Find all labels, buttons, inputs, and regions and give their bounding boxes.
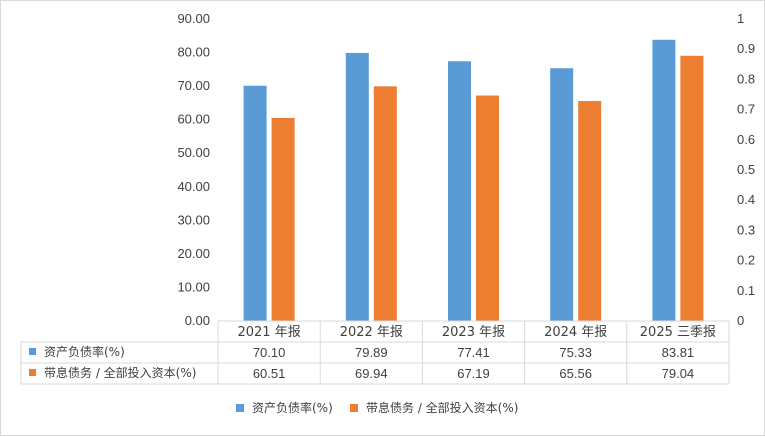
category-label: 2024 年报 xyxy=(544,325,607,340)
category-label: 2023 年报 xyxy=(442,325,505,340)
category-label: 2022 年报 xyxy=(340,325,403,340)
y2-axis-tick-label: 1 xyxy=(737,11,744,26)
data-label: 79.89 xyxy=(355,345,388,360)
table-row-label: 带息债务 / 全部投入资本(%) xyxy=(44,365,196,380)
bar-series-2 xyxy=(578,101,602,321)
bar-series-1 xyxy=(550,68,574,321)
table-legend-key xyxy=(29,369,36,376)
legend-swatch xyxy=(236,404,244,412)
bar-series-1 xyxy=(243,85,267,321)
y2-axis-tick-label: 0.8 xyxy=(737,71,755,86)
y2-axis-tick-label: 0.3 xyxy=(737,222,755,237)
y2-axis-tick-label: 0.7 xyxy=(737,102,755,117)
bar-series-2 xyxy=(271,117,295,322)
y-axis-tick-label: 50.00 xyxy=(177,145,210,160)
category-label: 2021 年报 xyxy=(237,325,300,340)
bar-series-2 xyxy=(373,86,397,322)
data-label: 75.33 xyxy=(559,345,592,360)
bar-series-2 xyxy=(476,95,499,321)
y2-axis-tick-label: 0 xyxy=(737,313,744,328)
y-axis-tick-label: 40.00 xyxy=(177,179,210,194)
table-legend-key xyxy=(29,348,36,355)
y-axis-tick-label: 80.00 xyxy=(177,45,210,60)
y-axis-tick-label: 90.00 xyxy=(177,11,210,26)
data-label: 77.41 xyxy=(457,345,490,360)
y-axis-tick-label: 0.00 xyxy=(185,313,210,328)
y2-axis-tick-label: 0.9 xyxy=(737,41,755,56)
y-axis-tick-label: 60.00 xyxy=(177,112,210,127)
data-label: 67.19 xyxy=(457,366,490,381)
data-label: 69.94 xyxy=(355,366,388,381)
legend-label: 带息债务 / 全部投入资本(%) xyxy=(366,400,518,415)
y-axis-tick-label: 70.00 xyxy=(177,78,210,93)
y2-axis-tick-label: 0.5 xyxy=(737,162,755,177)
legend-label: 资产负债率(%) xyxy=(252,400,333,415)
bar-series-1 xyxy=(652,39,676,322)
bar-series-2 xyxy=(680,55,704,322)
y-axis-tick-label: 30.00 xyxy=(177,212,210,227)
category-label: 2025 三季报 xyxy=(640,325,716,340)
bar-series-1 xyxy=(345,52,369,321)
y-axis-tick-label: 10.00 xyxy=(177,279,210,294)
data-label: 83.81 xyxy=(662,345,695,360)
data-label: 79.04 xyxy=(662,366,695,381)
y-axis-tick-label: 20.00 xyxy=(177,246,210,261)
y2-axis-tick-label: 0.4 xyxy=(737,192,755,207)
data-label: 60.51 xyxy=(253,366,286,381)
y2-axis-tick-label: 0.2 xyxy=(737,253,755,268)
table-row-label: 资产负债率(%) xyxy=(44,344,125,359)
legend-swatch xyxy=(350,404,358,412)
data-label: 65.56 xyxy=(559,366,592,381)
bar-series-1 xyxy=(448,61,471,321)
y2-axis-tick-label: 0.1 xyxy=(737,283,755,298)
y2-axis-tick-label: 0.6 xyxy=(737,132,755,147)
data-label: 70.10 xyxy=(253,345,286,360)
